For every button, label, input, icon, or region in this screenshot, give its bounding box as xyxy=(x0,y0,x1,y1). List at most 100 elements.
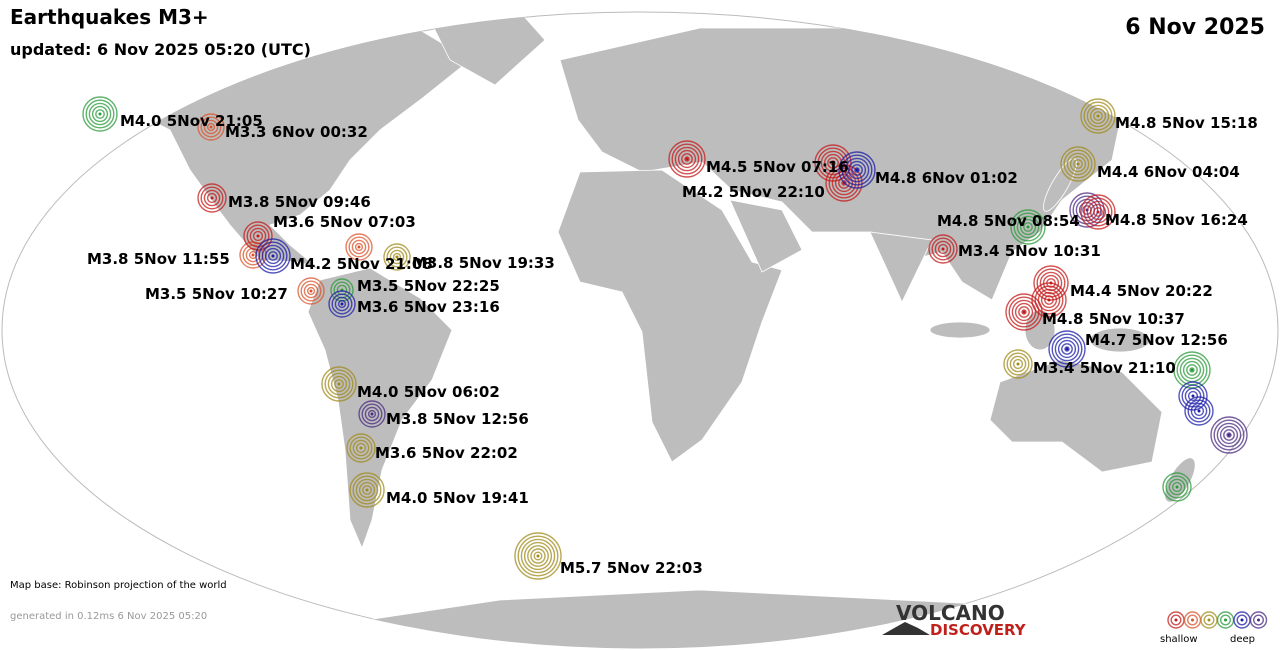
quake-ring xyxy=(337,299,347,309)
quake-ring xyxy=(252,230,264,242)
quake-ring xyxy=(1093,207,1103,217)
quake-label: M3.8 5Nov 09:46 xyxy=(228,193,371,211)
quake-center xyxy=(1016,362,1020,366)
quake-label: M3.8 5Nov 19:33 xyxy=(412,254,555,272)
quake-center xyxy=(855,168,859,172)
quake-ring xyxy=(931,237,955,261)
quake-ring xyxy=(351,239,367,255)
quake-ring xyxy=(1189,367,1195,373)
quake-ring xyxy=(1162,472,1192,502)
quake-ring xyxy=(361,403,383,425)
logo-line2: DISCOVERY xyxy=(930,621,1027,639)
quake-ring xyxy=(1219,614,1231,626)
quake-ring xyxy=(1061,343,1073,355)
quake-ring xyxy=(851,164,863,176)
quake-ring xyxy=(1010,209,1046,245)
quake-ring xyxy=(1013,212,1043,242)
quake-ring xyxy=(249,227,267,245)
quake-center xyxy=(98,112,102,116)
quake-label: M4.8 5Nov 10:37 xyxy=(1042,310,1185,328)
quake-ring xyxy=(200,186,224,210)
quake-ring xyxy=(838,151,876,189)
quake-ring xyxy=(1023,222,1033,232)
quake-center xyxy=(359,446,363,450)
quake-ring xyxy=(1069,155,1087,173)
quake-label: M3.4 5Nov 10:31 xyxy=(958,242,1101,260)
quake-ring xyxy=(937,243,949,255)
quake-ring xyxy=(681,153,693,165)
quake-center xyxy=(536,554,540,558)
quake-ring xyxy=(1193,405,1205,417)
depth-legend xyxy=(1167,611,1268,629)
quake-ring xyxy=(348,236,370,258)
quake-ring xyxy=(1203,614,1215,626)
quake-label: M4.8 5Nov 16:24 xyxy=(1105,211,1248,229)
quake-center xyxy=(1257,618,1260,622)
legend-deep: deep xyxy=(1230,634,1255,645)
quake-ring xyxy=(934,240,952,258)
quake-ring xyxy=(1170,614,1182,626)
quake-ring xyxy=(1003,349,1033,379)
quake-ring xyxy=(383,243,411,271)
quake-ring xyxy=(91,105,109,123)
quake-ring xyxy=(1051,333,1083,365)
quake-ring xyxy=(1223,429,1235,441)
quake-label: M4.0 5Nov 21:05 xyxy=(120,112,263,130)
quake-ring xyxy=(847,160,867,180)
quake-ring xyxy=(841,180,847,186)
quake-center xyxy=(1065,347,1069,351)
quake-ring xyxy=(1009,355,1027,373)
quake-ring xyxy=(517,535,559,577)
quake-center xyxy=(271,254,275,258)
quake-ring xyxy=(844,157,870,183)
quake-ring xyxy=(1012,358,1024,370)
quake-ring xyxy=(1213,419,1245,451)
quake-ring xyxy=(303,283,319,299)
quake-center xyxy=(1227,433,1231,437)
quake-ring xyxy=(668,140,706,178)
quake-label: M3.8 5Nov 12:56 xyxy=(386,410,529,428)
quake-center xyxy=(831,161,835,165)
quake-center xyxy=(1190,368,1194,372)
quake-ring xyxy=(352,439,370,457)
quake-ring xyxy=(828,167,860,199)
quake-ring xyxy=(523,541,553,571)
quake-ring xyxy=(1226,432,1232,438)
quake-label: M4.0 5Nov 06:02 xyxy=(357,383,500,401)
quake-ring xyxy=(367,409,377,419)
quake-ring xyxy=(1048,330,1086,368)
quake-ring xyxy=(300,280,322,302)
quake-ring xyxy=(1171,481,1183,493)
quake-ring xyxy=(197,183,227,213)
quake-center xyxy=(1096,114,1100,118)
quake-ring xyxy=(1080,194,1116,230)
quake-ring xyxy=(392,252,402,262)
quake-ring xyxy=(358,400,386,428)
quake-ring xyxy=(85,99,115,129)
quake-ring xyxy=(1046,278,1056,288)
quake-ring xyxy=(1016,215,1040,239)
quake-center xyxy=(357,245,361,249)
quake-ring xyxy=(1184,387,1202,405)
quake-ring xyxy=(331,293,353,315)
quake-ring xyxy=(823,153,843,173)
quake-ring xyxy=(268,251,278,261)
quake-center xyxy=(365,488,369,492)
quake-ring xyxy=(328,290,356,318)
quake-ring xyxy=(1080,98,1116,134)
quake-ring xyxy=(520,538,556,574)
quake-ring xyxy=(386,246,408,268)
quake-ring xyxy=(364,406,380,422)
quake-ring xyxy=(1086,200,1110,224)
quake-center xyxy=(309,289,313,293)
quake-ring xyxy=(1066,152,1090,176)
generated: generated in 0.12ms 6 Nov 2025 05:20 xyxy=(10,611,207,622)
quake-ring xyxy=(358,481,376,499)
quake-ring xyxy=(1011,299,1037,325)
quake-center xyxy=(1240,618,1244,622)
quake-ring xyxy=(1190,402,1208,420)
quake-ring xyxy=(1083,197,1113,227)
quake-ring xyxy=(206,122,216,132)
quake-center xyxy=(340,302,344,306)
